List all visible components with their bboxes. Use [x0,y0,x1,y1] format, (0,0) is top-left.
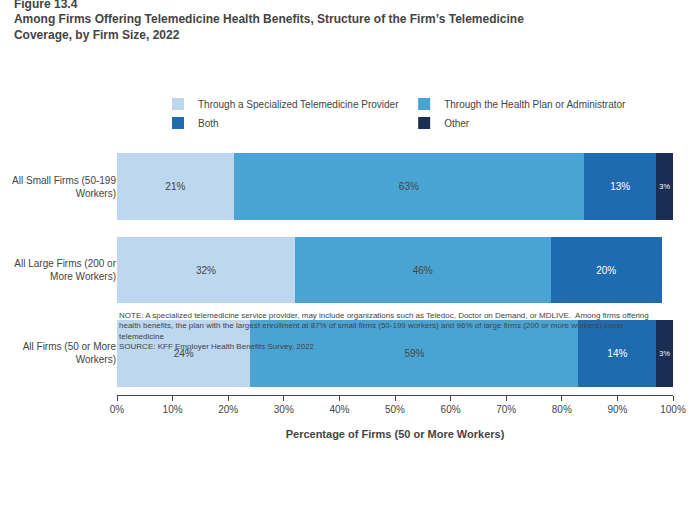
svg-text:20%: 20% [218,404,238,415]
svg-text:60%: 60% [441,404,461,415]
svg-text:0%: 0% [110,404,125,415]
svg-text:Both: Both [198,118,219,129]
svg-text:3%: 3% [659,349,670,358]
svg-text:All Firms (50 or MoreWorkers): All Firms (50 or MoreWorkers) [23,341,117,365]
svg-text:90%: 90% [607,404,627,415]
svg-text:50%: 50% [385,404,405,415]
svg-text:Percentage of Firms (50 or Mor: Percentage of Firms (50 or More Workers) [286,428,505,440]
svg-text:40%: 40% [329,404,349,415]
svg-text:All Small Firms (50-199Workers: All Small Firms (50-199Workers) [12,175,116,199]
svg-text:20%: 20% [596,265,616,276]
svg-text:All Large Firms (200 orMore Wo: All Large Firms (200 orMore Workers) [14,258,116,282]
svg-text:3%: 3% [659,182,670,191]
svg-text:Figure 13.4Among Firms Offerin: Figure 13.4Among Firms Offering Telemedi… [14,0,524,42]
svg-text:21%: 21% [165,181,185,192]
svg-text:Through a Specialized Telemedi: Through a Specialized Telemedicine Provi… [198,99,399,110]
svg-text:100%: 100% [660,404,686,415]
svg-text:10%: 10% [163,404,183,415]
svg-text:NOTE: A specialized telemedici: NOTE: A specialized telemedicine service… [119,311,649,351]
svg-text:46%: 46% [413,265,433,276]
svg-text:59%: 59% [404,348,424,359]
svg-text:30%: 30% [274,404,294,415]
svg-text:70%: 70% [496,404,516,415]
svg-text:Other: Other [444,118,470,129]
svg-text:63%: 63% [399,181,419,192]
svg-text:13%: 13% [610,181,630,192]
svg-text:24%: 24% [174,348,194,359]
svg-text:14%: 14% [607,348,627,359]
svg-text:32%: 32% [196,265,216,276]
svg-text:Through the Health Plan or Adm: Through the Health Plan or Administrator [444,99,626,110]
svg-text:80%: 80% [552,404,572,415]
